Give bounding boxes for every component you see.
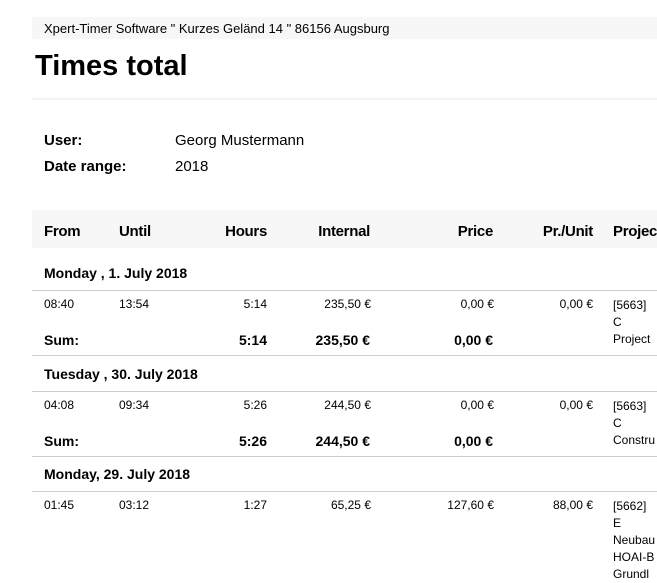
sum-price: 0,00 € bbox=[454, 433, 493, 449]
row-divider bbox=[32, 491, 657, 492]
unit-price-cell: 88,00 € bbox=[552, 498, 593, 512]
sum-hours: 5:26 bbox=[238, 433, 267, 449]
col-price: Price bbox=[457, 223, 494, 240]
hours-cell: 5:14 bbox=[243, 297, 267, 311]
date-range-label: Date range: bbox=[44, 158, 127, 175]
price-cell: 0,00 € bbox=[460, 398, 494, 412]
internal-cell: 244,50 € bbox=[324, 398, 371, 412]
day-heading: Tuesday , 30. July 2018 bbox=[44, 366, 198, 382]
sum-label: Sum: bbox=[44, 332, 79, 348]
price-cell: 127,60 € bbox=[447, 498, 494, 512]
col-until: Until bbox=[119, 223, 151, 240]
company-line: Xpert-Timer Software " Kurzes Geländ 14 … bbox=[44, 21, 390, 36]
from-cell: 08:40 bbox=[44, 297, 75, 311]
sum-internal: 244,50 € bbox=[315, 433, 371, 449]
col-hours: Hours bbox=[225, 223, 267, 240]
until-cell: 09:34 bbox=[119, 398, 150, 412]
row-divider bbox=[32, 355, 657, 356]
until-cell: 03:12 bbox=[119, 498, 150, 512]
sum-hours: 5:14 bbox=[238, 332, 267, 348]
col-from: From bbox=[44, 223, 81, 240]
row-divider bbox=[32, 391, 657, 392]
project-line: Grundl bbox=[613, 567, 650, 581]
row-divider bbox=[32, 456, 657, 457]
project-line: Neubau bbox=[613, 533, 656, 547]
project-line: [5663] C bbox=[613, 298, 647, 329]
col-project: Project bbox=[613, 223, 657, 240]
internal-cell: 65,25 € bbox=[330, 498, 371, 512]
sum-price: 0,00 € bbox=[454, 332, 493, 348]
project-line: Project bbox=[613, 332, 651, 346]
company-header: Xpert-Timer Software " Kurzes Geländ 14 … bbox=[32, 17, 657, 39]
page-title: Times total bbox=[35, 50, 188, 82]
user-value: Georg Mustermann bbox=[175, 132, 305, 149]
until-cell: 13:54 bbox=[119, 297, 150, 311]
date-range-value: 2018 bbox=[175, 158, 209, 175]
project-line: Constru bbox=[613, 433, 656, 447]
unit-price-cell: 0,00 € bbox=[559, 398, 593, 412]
table-header: From Until Hours Internal Price Pr./Unit… bbox=[32, 210, 657, 248]
from-cell: 01:45 bbox=[44, 498, 75, 512]
project-line: [5662] E bbox=[613, 499, 647, 530]
row-divider bbox=[32, 290, 657, 291]
hours-cell: 1:27 bbox=[243, 498, 267, 512]
from-cell: 04:08 bbox=[44, 398, 75, 412]
sum-label: Sum: bbox=[44, 433, 79, 449]
project-line: HOAI-B bbox=[613, 550, 655, 564]
user-label: User: bbox=[44, 132, 83, 149]
unit-price-cell: 0,00 € bbox=[559, 297, 593, 311]
project-cell: [5662] E Neubau HOAI-B Grundl bbox=[613, 498, 657, 583]
project-cell: [5663] C Constru bbox=[613, 398, 657, 449]
col-internal: Internal bbox=[318, 223, 370, 240]
day-heading: Monday, 29. July 2018 bbox=[44, 466, 191, 482]
col-price-per-unit: Pr./Unit bbox=[542, 223, 593, 240]
divider bbox=[32, 98, 657, 100]
price-cell: 0,00 € bbox=[460, 297, 494, 311]
hours-cell: 5:26 bbox=[243, 398, 267, 412]
internal-cell: 235,50 € bbox=[324, 297, 371, 311]
day-heading: Monday , 1. July 2018 bbox=[44, 265, 188, 281]
sum-internal: 235,50 € bbox=[315, 332, 371, 348]
project-cell: [5663] C Project bbox=[613, 297, 657, 348]
project-line: [5663] C bbox=[613, 399, 647, 430]
